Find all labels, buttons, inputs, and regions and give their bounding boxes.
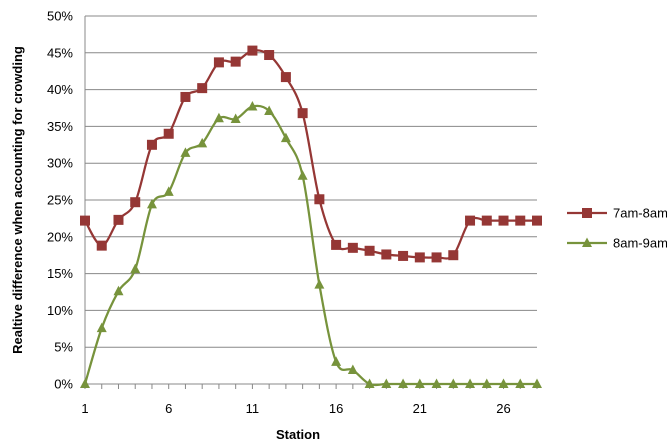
- series-line: [84, 49, 537, 260]
- y-tick-label: 35%: [47, 119, 73, 134]
- data-point: [197, 137, 208, 148]
- data-point: [398, 250, 409, 261]
- x-tick-label: 16: [329, 401, 343, 416]
- x-tick-label: 11: [246, 401, 260, 416]
- data-point: [297, 170, 308, 180]
- data-point: [331, 239, 342, 250]
- data-point: [96, 322, 107, 333]
- series-7am-8am: [80, 45, 542, 263]
- data-point: [498, 378, 509, 388]
- y-tick-label: 0%: [54, 377, 73, 392]
- legend-item: 7am-8am: [567, 206, 667, 221]
- series-8am-9am: [80, 101, 542, 388]
- data-point: [331, 356, 342, 366]
- y-tick-label: 30%: [47, 156, 73, 171]
- data-point: [96, 240, 107, 251]
- data-point: [414, 378, 425, 388]
- data-point: [515, 215, 526, 226]
- data-point: [113, 214, 124, 225]
- data-point: [247, 101, 258, 111]
- data-point: [213, 57, 224, 68]
- data-point: [381, 249, 392, 260]
- data-point: [180, 147, 191, 157]
- y-tick-label: 40%: [47, 82, 73, 97]
- data-point: [414, 252, 425, 263]
- data-point: [448, 250, 459, 261]
- y-tick-label: 15%: [47, 266, 73, 281]
- data-point: [314, 194, 325, 205]
- legend-label: 8am-9am: [613, 236, 667, 251]
- data-point: [498, 215, 509, 226]
- data-point: [481, 215, 492, 226]
- y-tick-label: 25%: [47, 193, 73, 208]
- data-point: [163, 128, 174, 139]
- data-point: [364, 378, 375, 388]
- data-point: [247, 45, 258, 56]
- data-point: [481, 378, 492, 388]
- legend-label: 7am-8am: [613, 206, 667, 221]
- data-point: [80, 215, 90, 226]
- data-point: [515, 378, 526, 388]
- x-tick-labels: 1 6 11 16 21 26: [81, 401, 510, 416]
- data-point: [130, 197, 141, 208]
- y-tick-label: 5%: [54, 340, 73, 355]
- x-tick-label: 1: [81, 401, 88, 416]
- data-point: [448, 378, 459, 388]
- y-tick-label: 10%: [47, 303, 73, 318]
- data-point: [163, 186, 174, 196]
- data-point: [113, 285, 124, 296]
- data-point: [347, 364, 358, 375]
- y-tick-label: 45%: [47, 45, 73, 60]
- series-line: [83, 104, 537, 387]
- x-tick-label: 26: [496, 401, 510, 416]
- data-point: [213, 112, 224, 123]
- y-tick-label: 50%: [47, 9, 73, 24]
- legend-marker: [582, 208, 592, 218]
- data-point: [280, 72, 291, 83]
- x-tick-label: 6: [165, 401, 172, 416]
- data-point: [532, 215, 542, 226]
- data-point: [146, 198, 157, 209]
- legend: 7am-8am 8am-9am: [567, 206, 667, 251]
- legend-item: 8am-9am: [567, 236, 667, 251]
- data-point: [431, 252, 442, 263]
- data-point: [230, 113, 241, 124]
- data-point: [230, 56, 241, 67]
- data-point: [465, 215, 476, 226]
- data-point: [146, 139, 157, 150]
- x-tick-label: 21: [413, 401, 427, 416]
- legend-marker: [582, 237, 592, 247]
- data-point: [264, 50, 275, 61]
- y-axis-title: Realtive difference when accounting for …: [10, 46, 25, 354]
- gridlines: [85, 15, 537, 348]
- data-point: [532, 378, 542, 388]
- data-point: [180, 91, 191, 102]
- data-point: [297, 108, 308, 119]
- data-point: [197, 83, 208, 94]
- data-point: [80, 378, 90, 388]
- data-point: [347, 242, 358, 253]
- data-point: [314, 279, 325, 289]
- data-point: [280, 132, 291, 143]
- data-point: [465, 378, 476, 388]
- data-point: [431, 378, 442, 388]
- data-point: [364, 245, 375, 256]
- y-tick-label: 20%: [47, 229, 73, 244]
- data-point: [398, 378, 409, 388]
- data-point: [264, 105, 275, 115]
- series-group: [80, 45, 542, 388]
- data-point: [130, 263, 141, 274]
- data-point: [381, 378, 392, 388]
- x-axis-title: Station: [276, 427, 320, 441]
- y-tick-labels: 0% 5% 10% 15% 20% 25% 30% 35% 40% 45% 50%: [47, 9, 73, 392]
